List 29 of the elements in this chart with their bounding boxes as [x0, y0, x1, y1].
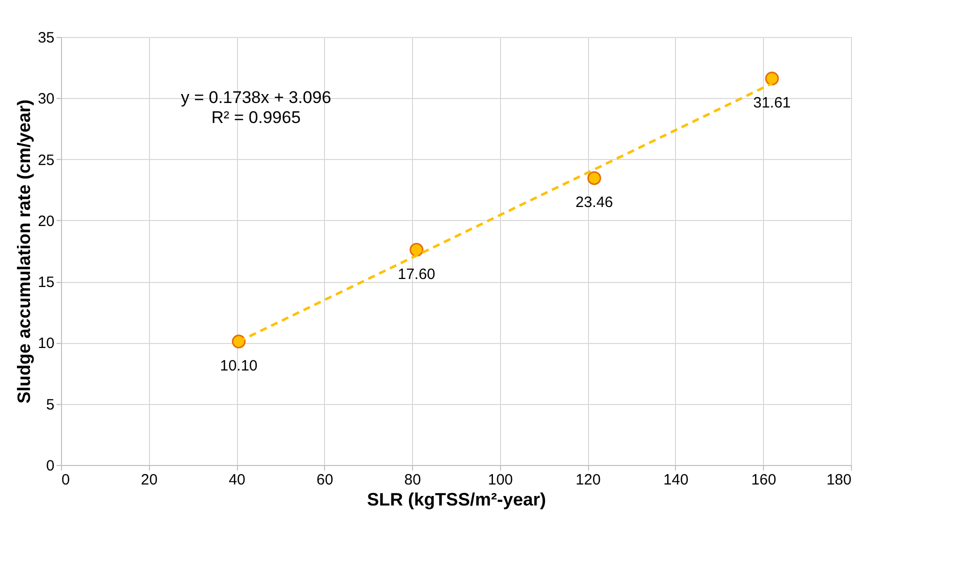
y-tick-label: 10 — [38, 335, 54, 352]
x-tick-label: 0 — [62, 472, 70, 488]
y-tick-label: 25 — [38, 152, 54, 169]
x-tick-label: 60 — [316, 472, 334, 488]
x-tick-label: 80 — [404, 472, 421, 488]
x-axis-title: SLR (kgTSS/m²-year) — [366, 490, 546, 510]
y-tick-label: 15 — [38, 274, 54, 292]
x-tick-label: 40 — [228, 472, 246, 488]
data-label: 10.10 — [220, 357, 258, 374]
x-tick-label: 180 — [826, 472, 852, 488]
data-label: 23.46 — [575, 194, 614, 212]
x-tick-label: 140 — [663, 472, 688, 488]
point — [765, 72, 779, 86]
annotation: R² = 0.9965 — [211, 108, 301, 127]
y-tick-label: 5 — [46, 396, 54, 414]
point — [587, 171, 602, 185]
x-tick-label: 120 — [576, 472, 601, 488]
x-tick-label: 20 — [140, 472, 158, 488]
data-label: 31.61 — [753, 94, 791, 112]
x-tick-label: 160 — [751, 472, 776, 488]
y-tick-label: 0 — [46, 458, 54, 474]
y-axis-title: Sludge accumulation rate (cm/year) — [14, 99, 34, 404]
annotation: y = 0.1738x + 3.096 — [180, 88, 332, 107]
data-label: 17.60 — [398, 266, 436, 283]
y-tick-label: 30 — [38, 90, 54, 108]
y-tick-label: 35 — [38, 30, 54, 46]
x-tick-label: 100 — [488, 472, 513, 488]
y-tick-label: 20 — [38, 212, 54, 230]
point — [410, 242, 424, 257]
